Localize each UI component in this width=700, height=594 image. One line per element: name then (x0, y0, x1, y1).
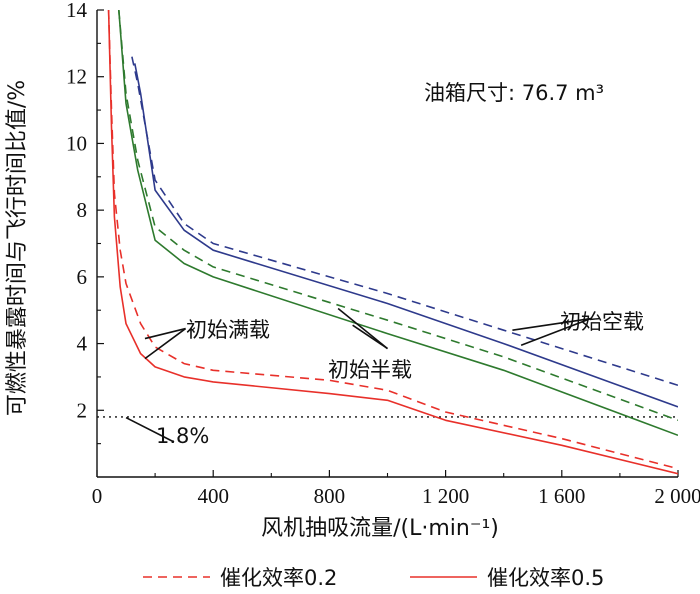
series-half-load-solid (118, 10, 678, 437)
x-axis-title: 风机抽吸流量/(L·min⁻¹) (261, 516, 499, 541)
y-tick-label: 8 (77, 198, 88, 222)
empty-load-label: 初始空载 (560, 310, 644, 334)
series-full-load-solid (107, 10, 678, 475)
x-tick-label: 1 200 (422, 484, 469, 508)
series-empty-load-solid (134, 63, 678, 408)
x-tick-label: 2 000 (654, 484, 700, 508)
x-tick-label: 800 (314, 484, 346, 508)
empty-load-pointer-dashed (512, 317, 591, 332)
x-tick-label: 400 (197, 484, 229, 508)
full-load-label: 初始满载 (186, 318, 270, 342)
y-tick-label: 10 (66, 131, 87, 155)
y-tick-label: 6 (77, 265, 88, 289)
legend-label-efficiency-0-2: 催化效率0.2 (220, 566, 337, 590)
threshold-pointer (125, 416, 175, 443)
plot-area: 0 400 800 1 200 1 600 2 000 2 4 6 8 10 12 14 (66, 0, 700, 508)
empty-load-pointer-solid (520, 317, 592, 346)
full-load-pointer-solid (144, 327, 187, 360)
series-full-load-dashed (107, 10, 678, 470)
x-tick-label: 1 600 (538, 484, 585, 508)
y-tick-label: 2 (77, 398, 88, 422)
threshold-label: 1.8% (156, 424, 209, 448)
y-axis-title: 可燃性暴露时间与飞行时间比值/% (5, 80, 30, 416)
half-load-pointer-solid (352, 324, 388, 350)
full-load-pointer-dashed (144, 327, 186, 340)
y-tick-label: 14 (66, 0, 88, 22)
series-empty-load-dashed (131, 56, 678, 387)
legend-label-efficiency-0-5: 催化效率0.5 (487, 566, 604, 590)
half-load-pointer-dashed (337, 307, 389, 350)
y-tick-label: 12 (66, 65, 87, 89)
x-tick-label: 0 (92, 484, 103, 508)
half-load-label: 初始半载 (328, 358, 412, 382)
tank-size-annotation: 油箱尺寸: 76.7 m³ (424, 81, 604, 105)
series-half-load-dashed (118, 10, 678, 422)
y-tick-label: 4 (77, 332, 88, 356)
